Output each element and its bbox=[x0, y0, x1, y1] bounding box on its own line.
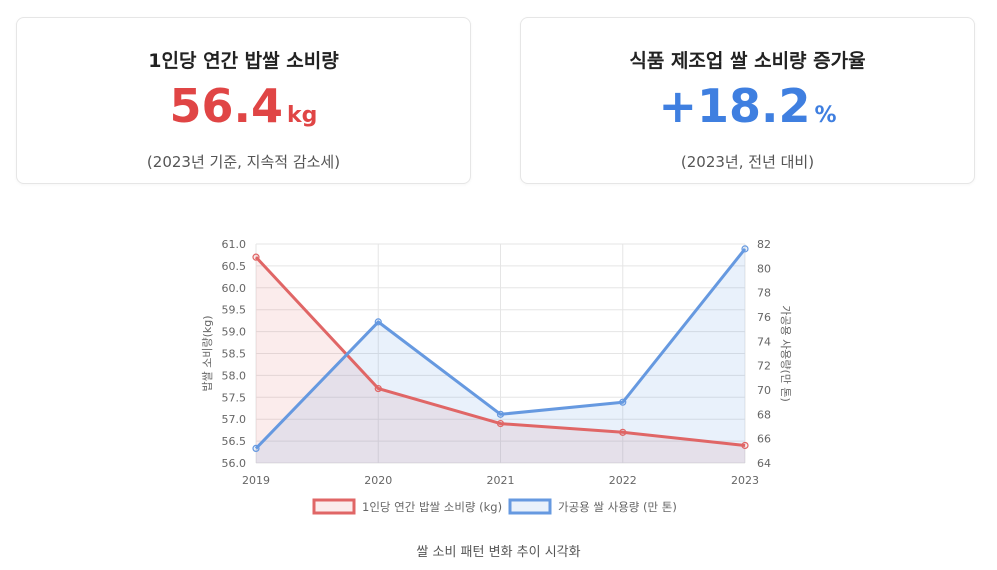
data-point bbox=[252, 444, 260, 452]
x-tick-label: 2019 bbox=[242, 474, 270, 487]
stat-card-processing-growth: 식품 제조업 쌀 소비량 증가율 +18.2% (2023년, 전년 대비) bbox=[520, 17, 975, 184]
x-tick-label: 2022 bbox=[609, 474, 637, 487]
y-left-tick-label: 60.5 bbox=[222, 260, 247, 273]
series-line-0 bbox=[254, 256, 746, 447]
card-value: 56.4 kg bbox=[17, 83, 470, 129]
y-right-tick-label: 74 bbox=[757, 335, 771, 348]
y-left-tick-label: 59.0 bbox=[222, 326, 247, 339]
legend-label-0: 1인당 연간 밥쌀 소비량 (kg) bbox=[362, 500, 502, 514]
y-left-tick-label: 60.0 bbox=[222, 282, 247, 295]
card-note: (2023년 기준, 지속적 감소세) bbox=[146, 153, 341, 171]
y-left-tick-label: 58.0 bbox=[222, 369, 247, 382]
data-point bbox=[374, 384, 382, 393]
data-point bbox=[374, 318, 382, 326]
data-point bbox=[619, 398, 627, 406]
y-left-tick-label: 57.0 bbox=[222, 413, 247, 426]
stat-card-rice-consumption: 1인당 연간 밥쌀 소비량 56.4 kg (2023년 기준, 지속적 감소세) bbox=[16, 17, 471, 184]
card-value: +18.2% bbox=[521, 83, 974, 129]
chart-axes: 56.0 56.5 57.0 57.5 58.0 58.5 59.0 59.5 60.0 60.5… bbox=[201, 238, 792, 487]
y-left-axis-title: 밥쌀 소비량(kg) bbox=[201, 315, 214, 391]
card-title: 1인당 연간 밥쌀 소비량 bbox=[148, 50, 339, 72]
y-right-tick-label: 78 bbox=[757, 287, 771, 300]
series-points bbox=[252, 245, 749, 452]
y-left-tick-label: 56.5 bbox=[222, 435, 247, 448]
y-right-tick-label: 82 bbox=[757, 238, 771, 251]
series-lines bbox=[254, 247, 747, 450]
x-tick-label: 2023 bbox=[731, 474, 759, 487]
y-right-tick-label: 72 bbox=[757, 360, 771, 373]
series-areas bbox=[256, 248, 745, 463]
y-right-tick-label: 70 bbox=[757, 384, 771, 397]
value-number: 56.4 bbox=[169, 79, 284, 133]
data-point bbox=[619, 428, 627, 436]
y-left-tick-label: 58.5 bbox=[222, 348, 247, 361]
series-area-1 bbox=[256, 248, 745, 463]
y-right-tick-label: 80 bbox=[757, 262, 771, 275]
legend-swatch-0 bbox=[312, 498, 356, 515]
y-right-axis-title: 가공용 사용량(만 톤) bbox=[779, 305, 792, 402]
series-area-0 bbox=[256, 257, 745, 463]
series-line-1 bbox=[254, 247, 747, 450]
data-point bbox=[252, 253, 260, 261]
chart-legend: 1인당 연간 밥쌀 소비량 (kg) 가공용 쌀 사용량 (만 톤) bbox=[312, 498, 677, 515]
y-right-tick-label: 68 bbox=[757, 408, 771, 421]
x-tick-label: 2020 bbox=[364, 474, 392, 487]
data-point bbox=[741, 245, 749, 253]
legend-label-1: 가공용 쌀 사용량 (만 톤) bbox=[558, 500, 677, 514]
y-right-tick-label: 66 bbox=[757, 433, 771, 446]
value-number: +18.2 bbox=[658, 79, 811, 133]
card-title: 식품 제조업 쌀 소비량 증가율 bbox=[629, 50, 866, 72]
y-left-tick-label: 59.5 bbox=[222, 304, 247, 317]
y-left-tick-label: 57.5 bbox=[222, 391, 247, 404]
y-left-tick-label: 61.0 bbox=[222, 238, 247, 251]
y-right-tick-label: 64 bbox=[757, 457, 771, 470]
data-point bbox=[496, 410, 505, 418]
chart-caption: 쌀 소비 패턴 변화 추이 시각화 bbox=[416, 545, 581, 560]
data-point bbox=[741, 441, 749, 450]
y-left-tick-label: 56.0 bbox=[222, 457, 247, 470]
y-right-tick-label: 76 bbox=[757, 311, 771, 324]
card-note: (2023년, 전년 대비) bbox=[680, 153, 815, 171]
legend-swatch-1 bbox=[508, 498, 552, 515]
data-point bbox=[496, 419, 505, 428]
x-tick-label: 2021 bbox=[487, 474, 515, 487]
value-unit: % bbox=[814, 103, 837, 128]
value-unit: kg bbox=[287, 103, 318, 128]
